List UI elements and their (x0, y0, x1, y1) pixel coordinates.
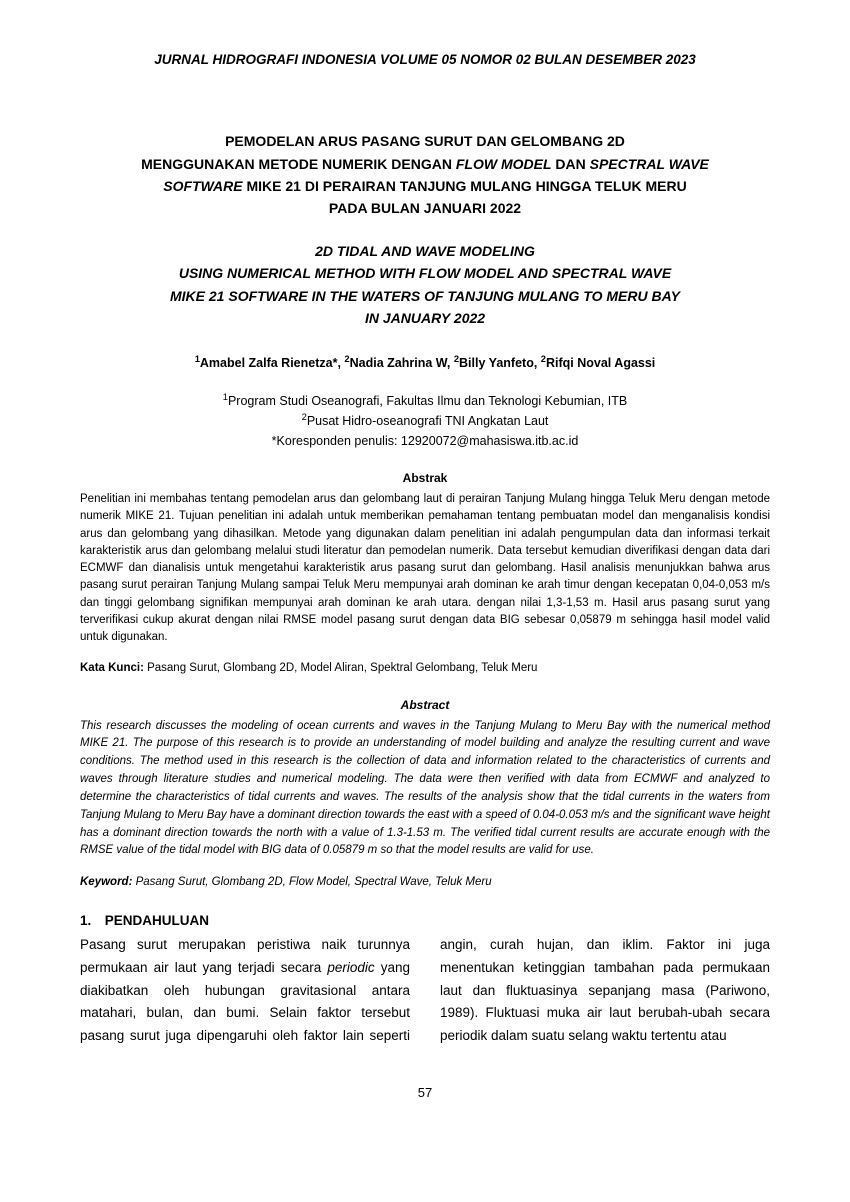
keyword-label: Keyword: (80, 876, 136, 888)
authors: 1Amabel Zalfa Rienetza*, 2Nadia Zahrina … (80, 354, 770, 373)
title-id-line3b: MIKE 21 DI PERAIRAN TANJUNG MULANG HINGG… (243, 178, 687, 194)
body-text-periodic: periodic (327, 960, 374, 975)
abstrak-heading: Abstrak (80, 469, 770, 487)
journal-header: JURNAL HIDROGRAFI INDONESIA VOLUME 05 NO… (80, 50, 770, 70)
title-en-line1: 2D TIDAL AND WAVE MODELING (315, 243, 535, 259)
aff2: Pusat Hidro-oseanografi TNI Angkatan Lau… (307, 414, 549, 428)
title-indonesian: PEMODELAN ARUS PASANG SURUT DAN GELOMBAN… (80, 130, 770, 220)
title-id-line2b: FLOW MODEL (456, 156, 552, 172)
author3: Billy Yanfeto, (459, 356, 541, 370)
title-en-line3: MIKE 21 SOFTWARE IN THE WATERS OF TANJUN… (170, 288, 680, 304)
title-id-line3a: SOFTWARE (163, 178, 242, 194)
author2: Nadia Zahrina W, (350, 356, 454, 370)
abstract-body: This research discusses the modeling of … (80, 718, 770, 861)
affiliations: 1Program Studi Oseanografi, Fakultas Ilm… (80, 391, 770, 451)
title-id-line2c: DAN (552, 156, 590, 172)
abstrak-body: Penelitian ini membahas tentang pemodela… (80, 491, 770, 646)
title-en-line4: IN JANUARY 2022 (365, 310, 485, 326)
title-id-line4: PADA BULAN JANUARI 2022 (329, 200, 521, 216)
body-two-column: Pasang surut merupakan peristiwa naik tu… (80, 934, 770, 1049)
title-id-line2a: MENGGUNAKAN METODE NUMERIK DENGAN (141, 156, 456, 172)
title-english: 2D TIDAL AND WAVE MODELING USING NUMERIC… (80, 240, 770, 330)
abstract-heading: Abstract (80, 696, 770, 714)
keyword-value: Pasang Surut, Glombang 2D, Flow Model, S… (136, 876, 492, 888)
kata-kunci: Kata Kunci: Pasang Surut, Glombang 2D, M… (80, 660, 770, 677)
aff1: Program Studi Oseanografi, Fakultas Ilmu… (228, 394, 627, 408)
title-en-line2: USING NUMERICAL METHOD WITH FLOW MODEL A… (179, 265, 671, 281)
kata-kunci-label: Kata Kunci: (80, 662, 147, 674)
body-text-b: yang diakibatkan oleh hubungan gravitasi… (80, 937, 770, 1044)
page-number: 57 (80, 1083, 770, 1103)
author4: Rifqi Noval Agassi (546, 356, 655, 370)
title-id-line1: PEMODELAN ARUS PASANG SURUT DAN GELOMBAN… (225, 133, 625, 149)
keyword: Keyword: Pasang Surut, Glombang 2D, Flow… (80, 874, 770, 891)
kata-kunci-value: Pasang Surut, Glombang 2D, Model Aliran,… (147, 662, 537, 674)
correspondence: *Koresponden penulis: 12920072@mahasiswa… (272, 434, 579, 448)
title-id-line2d: SPECTRAL WAVE (590, 156, 709, 172)
author1: Amabel Zalfa Rienetza*, (200, 356, 345, 370)
section-1-heading: 1. PENDAHULUAN (80, 911, 770, 931)
